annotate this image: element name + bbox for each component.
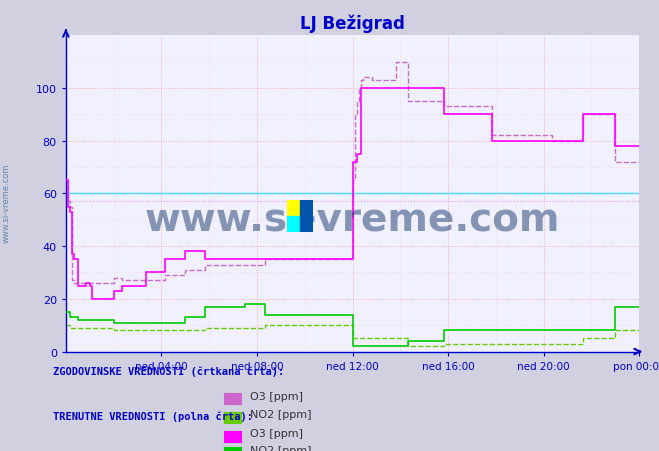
Text: ZGODOVINSKE VREDNOSTI (črtkana črta):: ZGODOVINSKE VREDNOSTI (črtkana črta): [53, 366, 284, 376]
Text: O3 [ppm]: O3 [ppm] [250, 391, 303, 401]
Text: www.si-vreme.com: www.si-vreme.com [145, 200, 560, 238]
Bar [287, 216, 300, 232]
Text: NO2 [ppm]: NO2 [ppm] [250, 409, 312, 419]
Text: TRENUTNE VREDNOSTI (polna črta):: TRENUTNE VREDNOSTI (polna črta): [53, 411, 252, 421]
Bar [287, 201, 300, 216]
Text: www.si-vreme.com: www.si-vreme.com [2, 163, 11, 243]
Title: LJ Bežigrad: LJ Bežigrad [300, 15, 405, 33]
Text: NO2 [ppm]: NO2 [ppm] [250, 445, 312, 451]
Bar [300, 201, 313, 232]
Text: O3 [ppm]: O3 [ppm] [250, 428, 303, 438]
